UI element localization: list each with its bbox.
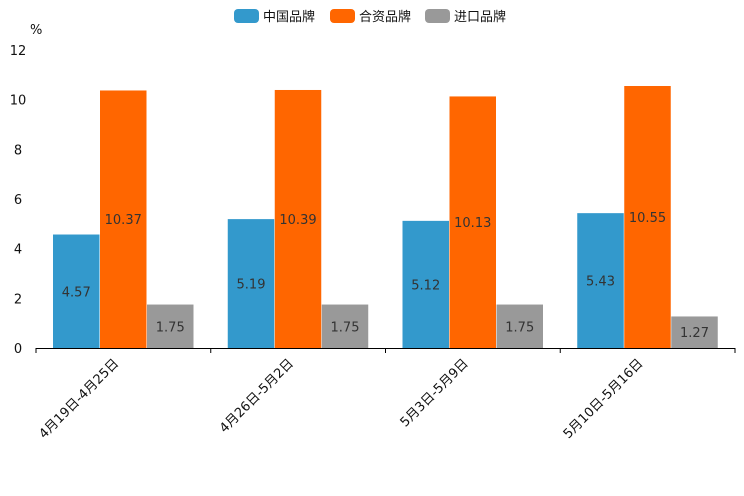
data-label: 10.39 xyxy=(279,213,316,228)
data-label: 1.75 xyxy=(156,320,185,335)
bar-2-0 xyxy=(147,304,194,348)
legend-swatch-2 xyxy=(425,9,450,23)
data-label: 5.19 xyxy=(237,278,266,293)
bar-1-1 xyxy=(274,89,322,349)
data-label: 10.13 xyxy=(454,216,491,231)
data-label: 1.27 xyxy=(680,326,709,341)
bar-2-2 xyxy=(496,304,543,348)
x-tick-label: 4月26日-5月2日 xyxy=(217,356,297,436)
y-tick-label: 0 xyxy=(14,342,22,357)
bar-0-2 xyxy=(402,220,449,348)
y-tick-label: 8 xyxy=(14,143,22,158)
x-tick-label: 5月3日-5月9日 xyxy=(398,356,472,430)
y-tick-label: 12 xyxy=(10,44,27,59)
data-label: 5.43 xyxy=(586,275,615,290)
x-tick-label: 5月10日-5月16日 xyxy=(561,356,647,442)
data-label: 10.37 xyxy=(105,213,142,228)
bar-0-1 xyxy=(227,219,275,348)
bar-2-3 xyxy=(671,316,718,348)
bar-2-1 xyxy=(321,304,369,348)
data-label: 4.57 xyxy=(62,285,91,300)
bar-0-3 xyxy=(577,213,624,348)
y-axis-unit: % xyxy=(30,23,42,38)
bar-1-3 xyxy=(624,86,671,348)
data-label: 1.75 xyxy=(505,320,534,335)
data-label: 1.75 xyxy=(331,320,360,335)
x-tick-label: 4月19日-4月25日 xyxy=(36,356,122,442)
legend-label-2: 进口品牌 xyxy=(454,9,506,25)
y-tick-label: 10 xyxy=(10,94,27,109)
y-tick-label: 6 xyxy=(14,193,22,208)
y-tick-label: 4 xyxy=(14,243,22,258)
legend-swatch-1 xyxy=(330,9,355,23)
bar-1-2 xyxy=(449,96,496,349)
legend-swatch-0 xyxy=(234,9,259,23)
y-tick-label: 2 xyxy=(14,292,22,307)
data-label: 10.55 xyxy=(629,211,666,226)
bar-0-0 xyxy=(53,234,100,348)
legend-label-1: 合资品牌 xyxy=(359,9,411,25)
legend-label-0: 中国品牌 xyxy=(263,9,315,25)
data-label: 5.12 xyxy=(411,278,440,293)
bar-1-0 xyxy=(100,90,147,348)
